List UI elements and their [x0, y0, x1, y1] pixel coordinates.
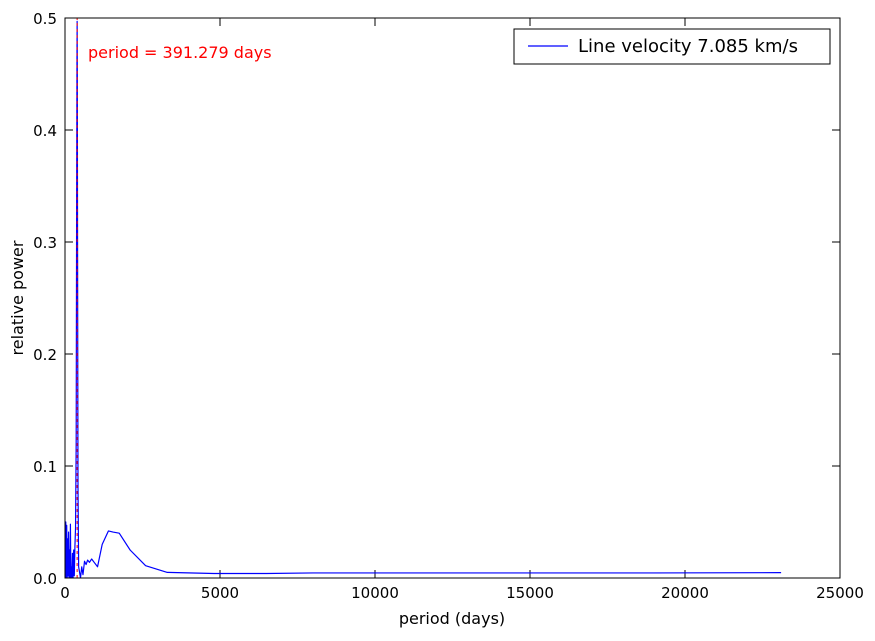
legend-label: Line velocity 7.085 km/s: [578, 36, 798, 57]
series-line: [65, 20, 782, 578]
y-tick-label: 0.4: [33, 122, 57, 140]
y-tick-label: 0.5: [33, 10, 57, 28]
y-tick-label: 0.0: [33, 570, 57, 588]
plot-frame: [64, 17, 841, 579]
series-layer: [65, 20, 782, 578]
x-tick-label: 0: [60, 584, 70, 602]
y-tick-label: 0.3: [33, 234, 57, 252]
y-axis-label: relative power: [8, 240, 27, 355]
x-tick-label: 10000: [351, 584, 399, 602]
period-annotation: period = 391.279 days: [88, 43, 272, 62]
plot-area: [65, 18, 840, 578]
x-tick-label: 20000: [661, 584, 709, 602]
x-tick-label: 25000: [816, 584, 864, 602]
y-tick-label: 0.1: [33, 458, 57, 476]
x-tick-label: 15000: [506, 584, 554, 602]
x-axis-label: period (days): [399, 609, 505, 628]
y-tick-label: 0.2: [33, 346, 57, 364]
tick-labels: 0 5000 10000 15000 20000 25000 0.0 0.1 0.2 0.3 0.4…: [33, 10, 864, 602]
legend: Line velocity 7.085 km/s: [513, 28, 831, 65]
x-tick-label: 5000: [201, 584, 239, 602]
